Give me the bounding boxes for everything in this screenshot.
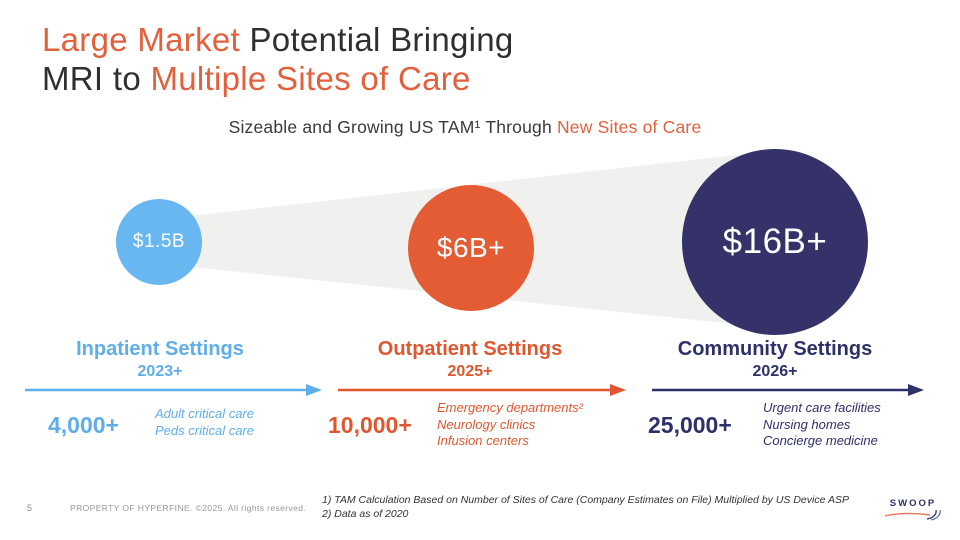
- column-year-outpatient: 2025+: [447, 363, 493, 380]
- site-list-community: Urgent care facilities Nursing homes Con…: [763, 400, 881, 450]
- site-item: Adult critical care: [155, 406, 254, 421]
- site-item: Concierge medicine: [763, 433, 878, 448]
- footnote-2: 2) Data as of 2020: [322, 507, 409, 520]
- subtitle-text: Sizeable and Growing US TAM¹ Through: [228, 117, 552, 137]
- tam-bubble-outpatient: $6B+: [408, 185, 534, 311]
- site-item: Nursing homes: [763, 416, 851, 432]
- subtitle-highlight: New Sites of Care: [551, 117, 702, 137]
- site-item: Infusion centers: [437, 433, 529, 448]
- tam-bubble-inpatient: $1.5B: [116, 199, 202, 285]
- title-segment: Multiple Sites of Care: [140, 60, 471, 97]
- timeline-arrow-community: [652, 384, 924, 396]
- site-item: Urgent care facilities: [763, 400, 881, 415]
- site-list-inpatient: Adult critical care Peds critical care: [155, 406, 254, 439]
- column-header-outpatient: Outpatient Settings: [377, 338, 563, 360]
- footnotes: 1) TAM Calculation Based on Number of Si…: [322, 494, 849, 521]
- footnote-1: 1) TAM Calculation Based on Number of Si…: [322, 494, 849, 506]
- site-list-outpatient: Emergency departments² Neurology clinics…: [437, 400, 583, 450]
- site-count-outpatient: 10,000+: [328, 412, 412, 438]
- title-segment: Large Market: [42, 21, 241, 58]
- swoop-logo: SWOOP: [882, 498, 944, 527]
- column-year-inpatient: 2023+: [137, 363, 183, 380]
- column-header-inpatient: Inpatient Settings: [76, 338, 244, 360]
- site-count-community: 25,000+: [648, 412, 732, 438]
- site-item: Neurology clinics: [437, 416, 536, 432]
- site-item: Emergency departments²: [437, 400, 583, 415]
- swoop-logo-text: SWOOP: [889, 498, 937, 509]
- timeline-arrow-inpatient: [25, 384, 322, 396]
- slide-subtitle: Sizeable and Growing US TAM¹ Through New…: [0, 117, 930, 138]
- swoop-swoosh-icon: [884, 509, 941, 521]
- title-segment: Potential Bringing: [240, 21, 514, 58]
- column-header-community: Community Settings: [677, 338, 873, 360]
- page-number: 5: [27, 503, 33, 513]
- page-title: Large Market Potential Bringing MRI to M…: [42, 20, 514, 98]
- copyright-text: PROPERTY OF HYPERFINE. ©2025. All rights…: [70, 503, 307, 513]
- column-year-community: 2026+: [752, 363, 798, 380]
- timeline-arrow-outpatient: [338, 384, 626, 396]
- title-segment: MRI to: [42, 60, 141, 97]
- site-count-inpatient: 4,000+: [48, 412, 119, 438]
- tam-bubble-community: $16B+: [682, 149, 868, 335]
- site-item: Peds critical care: [155, 422, 254, 438]
